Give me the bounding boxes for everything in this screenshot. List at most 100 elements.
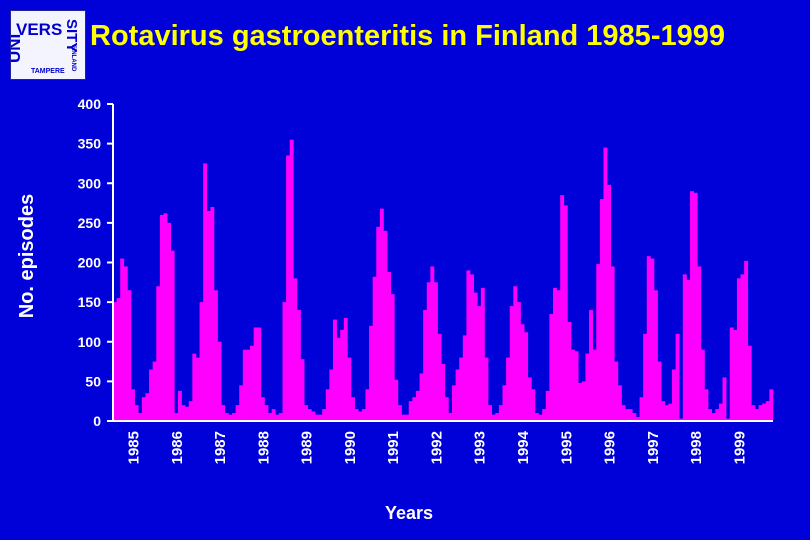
bar xyxy=(314,414,319,421)
bar xyxy=(708,409,712,421)
chart-title: Rotavirus gastroenteritis in Finland 198… xyxy=(90,20,725,52)
bar xyxy=(664,405,669,421)
bar xyxy=(762,403,767,421)
bar xyxy=(502,385,507,421)
bar xyxy=(156,286,161,421)
bar xyxy=(466,270,471,421)
x-tick-label: 1999 xyxy=(731,431,748,464)
bar xyxy=(177,390,182,421)
bar xyxy=(513,286,518,421)
y-axis-label: No. episodes xyxy=(16,194,38,318)
bar xyxy=(607,184,612,421)
bar xyxy=(697,266,702,421)
bar xyxy=(744,260,749,421)
bar xyxy=(318,414,323,421)
bar xyxy=(599,199,604,421)
svg-text:VERS: VERS xyxy=(16,20,62,39)
bar xyxy=(635,417,640,421)
bar xyxy=(325,389,330,421)
x-tick-label: 1985 xyxy=(126,431,143,464)
bar xyxy=(286,155,291,421)
bar xyxy=(765,401,770,421)
bar xyxy=(567,321,572,421)
bar xyxy=(498,405,503,421)
bar xyxy=(459,357,464,421)
bar xyxy=(159,214,164,421)
bar xyxy=(354,409,359,421)
x-tick-label: 1997 xyxy=(645,431,662,464)
y-tick-label: 150 xyxy=(78,294,102,310)
bar xyxy=(668,403,673,421)
bar xyxy=(213,290,218,421)
bar xyxy=(661,401,666,421)
bar xyxy=(589,310,593,421)
bar xyxy=(369,325,373,421)
bar xyxy=(495,413,500,421)
bar xyxy=(250,345,254,421)
bar xyxy=(347,357,352,421)
x-tick-label: 1988 xyxy=(255,431,272,464)
bar xyxy=(181,405,186,421)
bar xyxy=(700,349,705,421)
bar xyxy=(149,369,153,421)
bar xyxy=(520,324,525,421)
bar xyxy=(210,207,215,421)
bar xyxy=(131,389,135,421)
x-tick-label: 1989 xyxy=(299,431,316,464)
bar xyxy=(412,397,417,421)
bar xyxy=(444,397,449,421)
bar xyxy=(141,397,146,421)
svg-text:SITY: SITY xyxy=(63,19,80,52)
bar xyxy=(426,282,431,421)
bar xyxy=(185,406,190,421)
bar xyxy=(646,256,651,421)
x-tick-label: 1987 xyxy=(212,431,229,464)
bar xyxy=(152,361,157,421)
bar xyxy=(769,389,774,421)
bar xyxy=(733,329,738,421)
bar xyxy=(329,369,334,421)
bar xyxy=(289,139,294,421)
bar xyxy=(693,192,698,421)
bar xyxy=(120,258,125,421)
bar xyxy=(397,405,402,421)
bar xyxy=(333,319,337,421)
bar xyxy=(361,409,366,421)
bar xyxy=(257,327,262,421)
y-tick-label: 250 xyxy=(78,215,102,231)
bar xyxy=(549,314,554,421)
x-tick-label: 1995 xyxy=(558,431,575,464)
bar xyxy=(437,333,442,421)
bar xyxy=(116,298,121,421)
x-tick-label: 1993 xyxy=(472,431,489,464)
bar xyxy=(491,414,496,421)
bar xyxy=(170,250,175,421)
bar xyxy=(578,382,583,421)
bar xyxy=(650,258,655,421)
bar xyxy=(296,310,301,421)
bar xyxy=(603,147,608,421)
bar xyxy=(679,418,684,421)
bar xyxy=(224,413,229,421)
bar xyxy=(134,405,139,421)
bar xyxy=(747,345,752,421)
bar xyxy=(754,409,759,421)
bar xyxy=(167,222,172,422)
bar xyxy=(206,210,211,421)
bar xyxy=(123,266,128,421)
bar xyxy=(722,377,727,421)
bar xyxy=(527,377,532,421)
bar xyxy=(628,409,633,421)
bar xyxy=(657,361,662,421)
bar xyxy=(715,409,720,421)
bar xyxy=(509,306,514,421)
bar xyxy=(643,333,648,421)
bar xyxy=(672,369,676,421)
bar xyxy=(556,290,561,421)
y-axis-ticks: 0 50 100 150 200 250 300 350 400 xyxy=(78,96,113,429)
bar xyxy=(729,327,734,421)
bar xyxy=(300,359,305,421)
bar xyxy=(163,213,168,421)
bar xyxy=(336,337,341,421)
